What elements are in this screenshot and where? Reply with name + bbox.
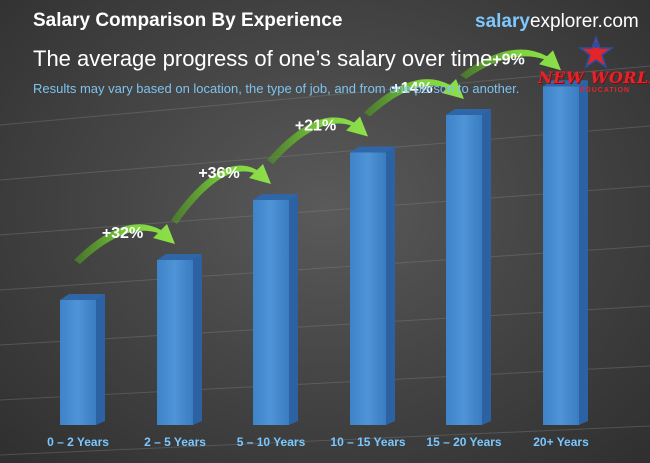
increase-arrow — [267, 116, 368, 164]
bar-top — [446, 109, 491, 115]
grid-line — [0, 245, 650, 291]
logo-line-2: EDUCATION — [580, 87, 631, 94]
bar-side — [579, 80, 588, 425]
brand-part-2: explorer.com — [529, 11, 639, 32]
grid-line — [0, 365, 650, 401]
increase-arrow — [364, 79, 464, 117]
bar-side — [193, 254, 202, 425]
bar — [446, 115, 482, 425]
category-label: 20+ Years — [533, 435, 589, 449]
logo-line-1: NEW WORLD — [538, 68, 650, 87]
new-world-education-logo: NEW WORLD EDUCATION — [538, 36, 650, 100]
page-subtitle: The average progress of one’s salary ove… — [33, 46, 499, 71]
increase-arrow — [74, 224, 175, 264]
bar — [157, 260, 193, 425]
category-label: 10 – 15 Years — [330, 435, 406, 449]
bar-side — [482, 109, 491, 425]
increase-arrow — [460, 49, 561, 79]
increase-label: +32% — [102, 225, 143, 242]
bar — [253, 200, 289, 425]
bar-top — [157, 254, 202, 260]
category-label: 5 – 10 Years — [237, 435, 306, 449]
page-title: Salary Comparison By Experience — [33, 10, 343, 31]
bar-top — [253, 194, 298, 200]
bar — [350, 152, 386, 425]
bar-top — [350, 146, 395, 153]
increase-label: +9% — [492, 51, 524, 68]
brand-part-1: salary — [475, 11, 530, 32]
grid-line — [0, 185, 650, 236]
bar — [60, 300, 96, 425]
grid-line — [0, 305, 650, 346]
grid-line — [0, 425, 650, 456]
category-label: 0 – 2 Years — [47, 435, 109, 449]
grid-line — [0, 125, 650, 181]
category-label: 15 – 20 Years — [426, 435, 502, 449]
bar-top — [543, 80, 588, 87]
bar-top — [60, 294, 105, 300]
brand-link[interactable]: salaryexplorer.com — [475, 11, 639, 33]
increase-arrow — [171, 164, 271, 224]
increase-label: +21% — [295, 118, 336, 135]
bar — [543, 86, 579, 425]
star-person-icon — [577, 36, 615, 69]
grid-line — [0, 65, 650, 126]
category-label: 2 – 5 Years — [144, 435, 206, 449]
bar-side — [96, 294, 105, 425]
increase-label: +14% — [391, 80, 432, 97]
bar-side — [289, 194, 298, 425]
bar-side — [386, 146, 395, 425]
increase-label: +36% — [198, 165, 239, 182]
disclaimer-note: Results may vary based on location, the … — [33, 81, 520, 96]
